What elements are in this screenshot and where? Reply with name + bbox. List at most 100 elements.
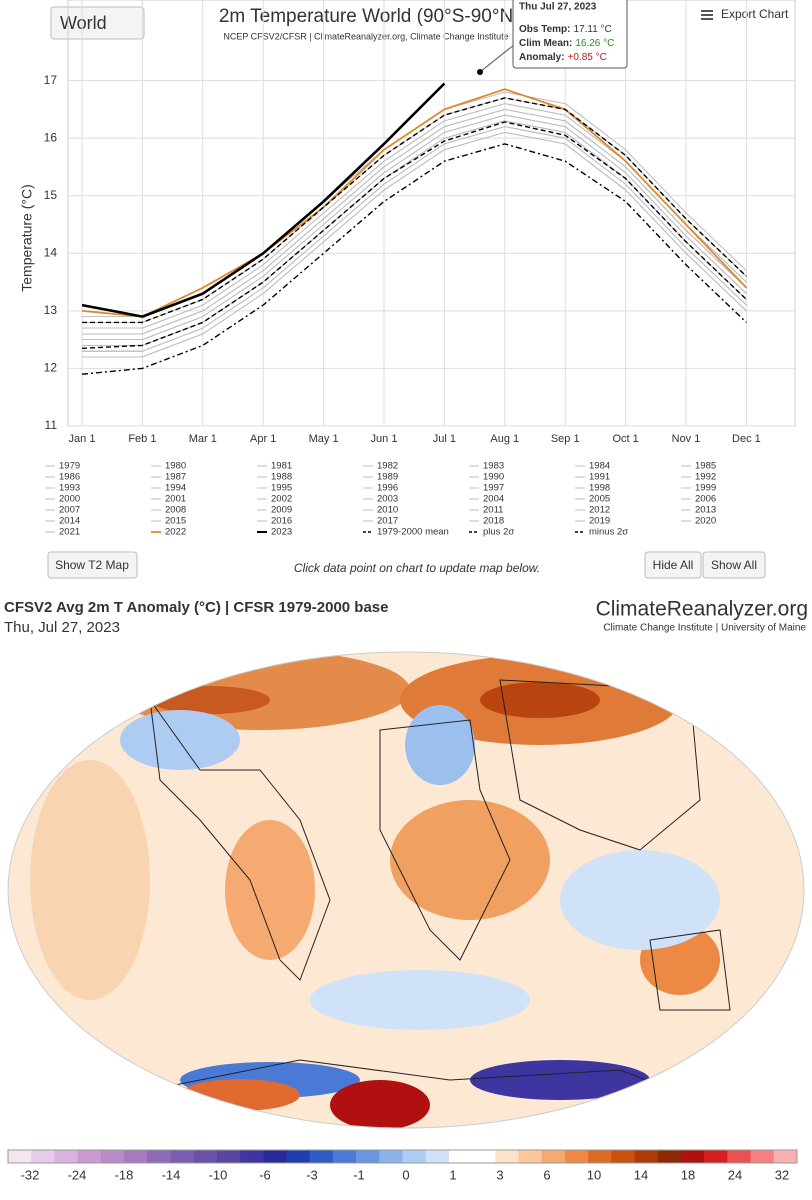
series-line (82, 120, 747, 346)
colorbar-swatch (657, 1150, 682, 1163)
series-line (82, 91, 747, 317)
colorbar-swatch (263, 1150, 287, 1163)
x-tick-label: Apr 1 (250, 433, 276, 445)
legend-label: 1987 (165, 472, 186, 483)
legend-label: 2022 (165, 527, 186, 538)
colorbar-swatch (448, 1150, 473, 1163)
hide-all-label[interactable]: Hide All (653, 558, 694, 572)
tooltip-line: Obs Temp: 17.11 °C (519, 24, 612, 35)
legend-label: 1979 (59, 461, 80, 472)
series-line (82, 103, 747, 329)
legend-label: 1984 (589, 461, 610, 472)
x-tick-label: Feb 1 (128, 433, 156, 445)
legend-label: 2017 (377, 516, 398, 527)
map-title: CFSV2 Avg 2m T Anomaly (°C) | CFSR 1979-… (4, 599, 389, 616)
region-select[interactable] (50, 6, 145, 40)
series-line (82, 97, 747, 323)
legend-label: 2020 (695, 516, 716, 527)
series-line (82, 109, 747, 335)
series-line (82, 120, 747, 346)
colorbar-label: 32 (775, 1167, 789, 1182)
series-line (82, 109, 747, 335)
legend-label: 1981 (271, 461, 292, 472)
colorbar-swatch (564, 1150, 589, 1163)
hide-all-button[interactable] (644, 551, 702, 579)
series-line (82, 109, 747, 335)
colorbar-label: -14 (162, 1167, 181, 1182)
show-map-button[interactable] (47, 551, 138, 579)
tooltip-line: Clim Mean: 16.26 °C (519, 38, 614, 49)
coastlines (149, 679, 731, 1101)
colorbar-swatch (588, 1150, 612, 1163)
export-icon[interactable] (701, 10, 713, 20)
series-line (82, 103, 747, 329)
colorbar-label: -24 (68, 1167, 87, 1182)
colorbar-swatch (773, 1150, 798, 1163)
colorbar-label: -32 (21, 1167, 40, 1182)
series-line (82, 132, 747, 358)
colorbar-swatch (704, 1150, 728, 1163)
x-tick-label: May 1 (309, 433, 339, 445)
legend-label: 1990 (483, 472, 504, 483)
legend-label: 2002 (271, 494, 292, 505)
series-line (81, 143, 747, 375)
colorbar-swatch (8, 1150, 32, 1163)
series-line (82, 97, 747, 323)
series-line (82, 103, 747, 329)
anomaly-map (8, 652, 804, 1128)
series-line (82, 109, 747, 335)
x-tick-label: Dec 1 (732, 433, 761, 445)
colorbar-swatch (425, 1150, 450, 1163)
series-line (82, 126, 747, 352)
y-tick-label: 16 (44, 130, 58, 144)
legend-label: 2001 (165, 494, 186, 505)
series-line (82, 97, 747, 323)
colorbar-swatch (680, 1150, 705, 1163)
colorbar-swatch (379, 1150, 403, 1163)
chart-subtitle: NCEP CFSV2/CFSR | ClimateReanalyzer.org,… (223, 31, 508, 41)
legend-label: 1994 (165, 483, 186, 494)
show-all-label[interactable]: Show All (711, 558, 757, 572)
colorbar-swatch (634, 1150, 659, 1163)
colorbar-swatch (611, 1150, 635, 1163)
x-tick-label: Nov 1 (672, 433, 701, 445)
tooltip-line: Anomaly: +0.85 °C (519, 52, 607, 63)
y-tick-label: 11 (45, 418, 58, 432)
colorbar-label: 1 (449, 1167, 456, 1182)
logo-credit: Climate Change Institute | University of… (603, 623, 806, 634)
show-map-label[interactable]: Show T2 Map (55, 558, 129, 572)
x-tick-label: Jun 1 (371, 433, 398, 445)
legend-label: 2023 (271, 527, 292, 538)
colorbar-swatch (332, 1150, 357, 1163)
colorbar-swatch (541, 1150, 566, 1163)
colorbar-label: -18 (115, 1167, 134, 1182)
x-tick-label: Aug 1 (490, 433, 519, 445)
export-button[interactable]: Export Chart (721, 7, 789, 21)
colorbar-label: -3 (306, 1167, 318, 1182)
legend-label: 2011 (483, 505, 503, 516)
legend-label: plus 2σ (483, 527, 514, 538)
colorbar-swatch (240, 1150, 264, 1163)
colorbar-swatch (309, 1150, 334, 1163)
series-line (82, 120, 747, 346)
series-line (81, 121, 747, 349)
series-line (82, 91, 747, 317)
series-line (82, 109, 747, 335)
series-line (82, 120, 747, 346)
y-tick-label: 17 (44, 73, 58, 87)
colorbar-frame (7, 1149, 798, 1164)
legend-label: 1997 (483, 483, 504, 494)
show-all-button[interactable] (702, 551, 766, 579)
series-line (81, 82, 446, 318)
legend-label: 1982 (377, 461, 398, 472)
colorbar-swatch (727, 1150, 751, 1163)
legend-label: 2003 (377, 494, 398, 505)
legend-label: 2018 (483, 516, 504, 527)
colorbar-label: -1 (353, 1167, 365, 1182)
colorbar-swatch (124, 1150, 148, 1163)
series-line (82, 114, 747, 340)
series-line (82, 132, 747, 358)
region-label[interactable]: World (60, 13, 107, 33)
legend-label: 1988 (271, 472, 292, 483)
